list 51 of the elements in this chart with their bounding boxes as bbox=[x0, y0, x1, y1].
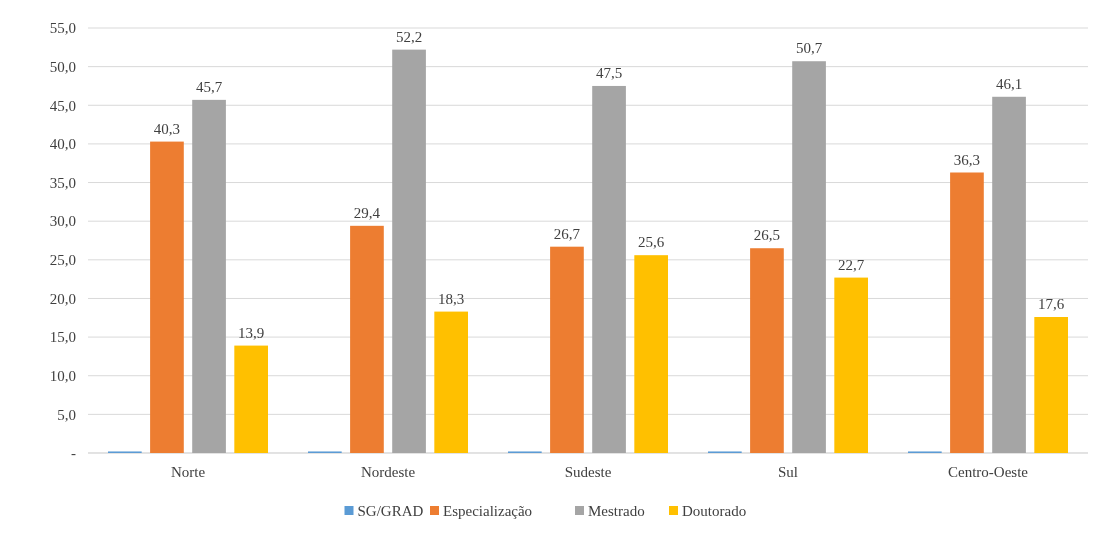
x-tick-label: Nordeste bbox=[360, 464, 416, 480]
x-tick-label: Norte bbox=[170, 464, 206, 480]
bar bbox=[392, 49, 426, 453]
data-label: 22,7 bbox=[838, 256, 865, 273]
x-tick-label: Sudeste bbox=[564, 464, 612, 480]
y-tick-label: 20,0 bbox=[49, 290, 76, 307]
bar bbox=[992, 96, 1026, 453]
y-tick-label: - bbox=[71, 445, 76, 462]
bar bbox=[634, 255, 668, 453]
bar bbox=[550, 246, 584, 453]
y-tick-label: 50,0 bbox=[49, 58, 76, 75]
bar bbox=[1034, 317, 1068, 453]
y-tick-label: 45,0 bbox=[49, 97, 76, 114]
x-tick-label: Centro-Oeste bbox=[948, 464, 1029, 480]
y-tick-label: 40,0 bbox=[49, 136, 76, 153]
data-label: 50,7 bbox=[795, 40, 823, 57]
bar bbox=[834, 277, 868, 453]
bar bbox=[192, 99, 226, 453]
data-label: 52,2 bbox=[395, 28, 423, 45]
y-tick-label: 5,0 bbox=[57, 406, 76, 423]
data-label: 40,3 bbox=[153, 120, 181, 137]
data-label: 29,4 bbox=[353, 204, 381, 221]
y-tick-label: 15,0 bbox=[49, 329, 76, 346]
data-label: 45,7 bbox=[195, 78, 223, 95]
legend-label: Doutorado bbox=[682, 503, 747, 520]
y-tick-label: 35,0 bbox=[49, 174, 76, 191]
bar bbox=[150, 141, 184, 453]
x-tick-label: Sul bbox=[777, 464, 799, 480]
data-label: 25,6 bbox=[638, 234, 665, 251]
bar bbox=[950, 172, 984, 453]
y-tick-label: 55,0 bbox=[49, 20, 76, 37]
data-label: 26,5 bbox=[753, 227, 781, 244]
bar bbox=[234, 345, 268, 453]
legend-label: Mestrado bbox=[588, 503, 645, 520]
y-tick-label: 30,0 bbox=[49, 213, 76, 230]
data-label: 18,3 bbox=[438, 290, 465, 307]
bar bbox=[750, 248, 784, 453]
legend-label: SG/GRAD bbox=[357, 503, 424, 520]
bar bbox=[434, 311, 468, 453]
data-label: 47,5 bbox=[595, 64, 623, 81]
bar bbox=[592, 85, 626, 453]
data-label: 46,1 bbox=[995, 75, 1023, 92]
legend-label: Especialização bbox=[443, 503, 533, 520]
bar bbox=[792, 61, 826, 453]
y-tick-label: 10,0 bbox=[49, 367, 76, 384]
data-label: 13,9 bbox=[238, 324, 265, 341]
data-label: 26,7 bbox=[553, 225, 581, 242]
data-label: 36,3 bbox=[953, 151, 981, 168]
y-tick-label: 25,0 bbox=[49, 252, 76, 269]
bar bbox=[350, 225, 384, 453]
data-label: 17,6 bbox=[1038, 296, 1065, 312]
